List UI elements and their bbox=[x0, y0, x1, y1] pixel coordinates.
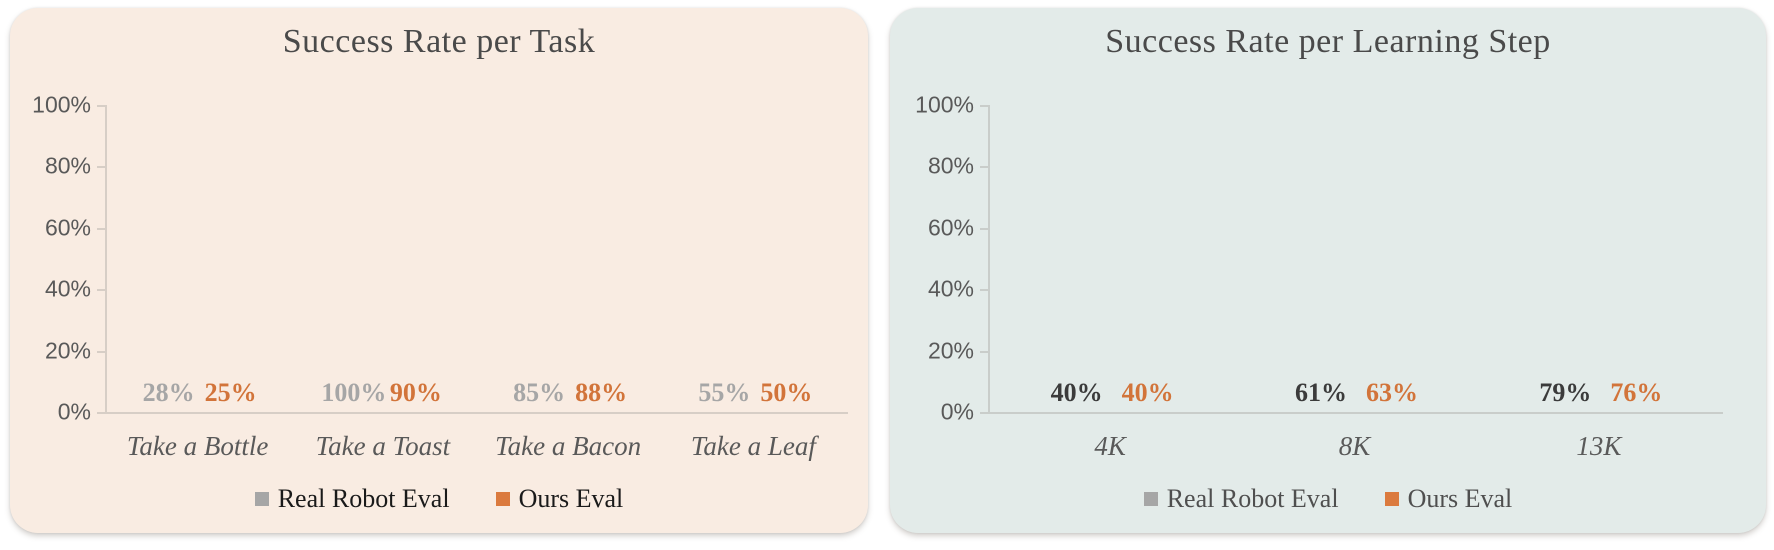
y-axis-tick bbox=[97, 227, 105, 230]
y-axis-tick-label: 80% bbox=[44, 152, 91, 179]
task-chart-panel: Success Rate per Task 28% 25% 100% 90% 85% 88… bbox=[10, 8, 868, 533]
x-axis-label: Take a Bacon bbox=[495, 431, 642, 461]
x-axis-label: Take a Toast bbox=[315, 431, 451, 461]
plot-area: 40% 40% 61% 63% 79% 76% 0% 20% 40% 60% 80% 100% bbox=[915, 93, 1723, 423]
chart-title: Success Rate per Learning Step bbox=[1105, 23, 1551, 60]
legend-item-ours-eval: Ours Eval bbox=[495, 484, 624, 514]
chart-legend: Real Robot Eval Ours Eval bbox=[890, 484, 1766, 514]
bar-value-label: 85% bbox=[513, 378, 566, 407]
y-axis-tick-label: 0% bbox=[940, 398, 974, 425]
legend-item-ours-eval: Ours Eval bbox=[1384, 484, 1513, 514]
bar-value-label: 79% bbox=[1539, 378, 1592, 407]
legend-swatch bbox=[254, 492, 269, 506]
bar-value-label: 25% bbox=[204, 378, 257, 407]
bar-value-label: 40% bbox=[1121, 378, 1174, 407]
legend-item-real-robot-eval: Real Robot Eval bbox=[1143, 484, 1339, 514]
y-axis-tick-label: 40% bbox=[44, 275, 91, 302]
y-axis-tick bbox=[980, 350, 988, 353]
legend-label: Real Robot Eval bbox=[1166, 484, 1339, 513]
y-axis-tick-label: 0% bbox=[57, 398, 91, 425]
legend-label: Ours Eval bbox=[1407, 484, 1513, 513]
x-axis-label: 8K bbox=[1338, 431, 1371, 461]
y-axis-tick bbox=[980, 105, 988, 107]
plot-area: 28% 25% 100% 90% 85% 88% 55% 50% 0% 20% 40% 60% 80%… bbox=[32, 93, 848, 423]
learning-step-chart-panel: Success Rate per Learning Step 40% 40% 61%… bbox=[890, 8, 1766, 533]
x-axis-labels: Take a Bottle Take a Toast Take a Bacon Tak… bbox=[105, 429, 846, 463]
y-axis-tick-label: 20% bbox=[927, 337, 974, 364]
y-axis-tick-label: 40% bbox=[927, 275, 974, 302]
x-axis-labels: 4K 8K 13K bbox=[988, 429, 1721, 463]
legend-swatch bbox=[1143, 492, 1158, 506]
legend-swatch bbox=[495, 492, 510, 506]
y-axis-tick bbox=[980, 412, 988, 414]
y-axis-tick-label: 60% bbox=[927, 214, 974, 241]
chart-legend: Real Robot Eval Ours Eval bbox=[10, 484, 868, 514]
legend-swatch bbox=[1384, 492, 1399, 506]
bar-value-label: 63% bbox=[1365, 378, 1418, 407]
y-axis-tick bbox=[980, 289, 988, 292]
legend-label: Real Robot Eval bbox=[277, 484, 450, 513]
x-axis-label: Take a Leaf bbox=[690, 431, 816, 461]
y-axis-tick-label: 20% bbox=[44, 337, 91, 364]
bar-groups: 28% 25% 100% 90% 85% 88% 55% 50% bbox=[107, 105, 848, 412]
figure-page: Success Rate per Task 28% 25% 100% 90% 85% 88… bbox=[10, 8, 1766, 533]
y-axis-tick bbox=[97, 350, 105, 353]
bar-groups: 40% 40% 61% 63% 79% 76% bbox=[990, 105, 1723, 412]
chart-title: Success Rate per Task bbox=[282, 23, 596, 60]
y-axis-tick bbox=[980, 227, 988, 230]
bar-value-label: 100% bbox=[321, 378, 387, 407]
bar-value-label: 55% bbox=[698, 378, 751, 407]
y-axis-tick-label: 60% bbox=[44, 214, 91, 241]
y-axis-tick bbox=[980, 166, 988, 169]
x-axis-label: 13K bbox=[1576, 431, 1622, 461]
x-axis-label: Take a Bottle bbox=[126, 431, 269, 461]
y-axis-tick bbox=[97, 166, 105, 169]
y-axis-tick bbox=[97, 289, 105, 292]
y-axis-tick bbox=[97, 412, 105, 414]
y-axis-tick bbox=[97, 105, 105, 107]
bar-value-label: 50% bbox=[760, 378, 813, 407]
legend-label: Ours Eval bbox=[518, 484, 624, 513]
bar-value-label: 76% bbox=[1610, 378, 1663, 407]
bar-value-label: 28% bbox=[142, 378, 195, 407]
bar-value-label: 90% bbox=[389, 378, 442, 407]
x-axis-label: 4K bbox=[1094, 431, 1126, 461]
y-axis-tick-label: 80% bbox=[927, 152, 974, 179]
legend-item-real-robot-eval: Real Robot Eval bbox=[254, 484, 450, 514]
bar-value-label: 88% bbox=[575, 378, 628, 407]
bar-value-label: 40% bbox=[1050, 378, 1103, 407]
y-axis-tick-label: 100% bbox=[32, 91, 91, 118]
y-axis-tick-label: 100% bbox=[915, 91, 974, 118]
bar-value-label: 61% bbox=[1294, 378, 1347, 407]
